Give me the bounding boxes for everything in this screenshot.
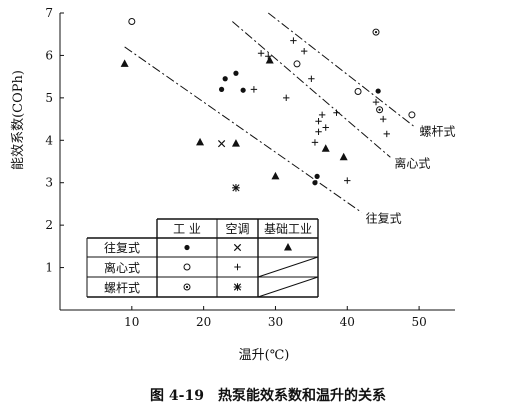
- data-point-plus: [333, 109, 340, 116]
- data-point-triangle: [231, 139, 240, 147]
- x-axis-label: 温升(℃): [239, 348, 290, 363]
- marker-center: [185, 285, 189, 289]
- data-point-triangle: [271, 171, 280, 180]
- data-point-triangle: [120, 59, 129, 67]
- legend-slash: [257, 276, 319, 298]
- data-point-filled-dot: [314, 173, 320, 179]
- data-point-filled-dot: [233, 70, 239, 76]
- data-point-asterisk: [232, 184, 240, 192]
- chart-ticks: 1 2 3 4 5 6 7 10 20 30 40 50: [45, 6, 426, 329]
- data-point-filled-dot: [222, 76, 228, 82]
- data-point-plus: [290, 37, 297, 44]
- legend-marker-circle-dot: [183, 283, 191, 291]
- data-point-filled-dot: [240, 87, 246, 93]
- y-tick-label: 1: [45, 261, 53, 275]
- data-point-open-circle: [293, 60, 301, 68]
- y-tick-label: 7: [45, 6, 53, 20]
- data-point-plus: [311, 139, 319, 146]
- data-point-plus: [308, 75, 315, 82]
- marker-center: [378, 108, 381, 111]
- trend-line-label: 离心式: [394, 155, 430, 170]
- data-point-triangle: [265, 56, 274, 64]
- legend-marker-x: [233, 243, 242, 252]
- data-point-triangle: [321, 144, 330, 152]
- legend-slash: [257, 256, 319, 278]
- data-point-plus: [257, 50, 265, 57]
- data-point-plus: [315, 117, 322, 125]
- legend-row-header: 螺杆式: [104, 281, 140, 295]
- legend-col-header: 空调: [225, 222, 249, 236]
- legend-marker-open-circle: [183, 263, 191, 271]
- figure-caption: 图 4-19 热泵能效系数和温升的关系: [150, 387, 386, 404]
- legend-row-header: 往复式: [104, 240, 140, 255]
- x-tick-label: 20: [196, 315, 211, 329]
- legend-col-header: 工 业: [173, 222, 201, 236]
- data-point-open-circle: [408, 111, 416, 119]
- marker-center: [374, 30, 378, 34]
- data-point-plus: [300, 47, 308, 55]
- legend-marker-triangle: [284, 243, 292, 251]
- data-point-open-circle: [128, 17, 136, 25]
- data-point-triangle: [196, 137, 205, 146]
- x-tick-label: 50: [411, 315, 426, 329]
- data-point-open-circle: [354, 87, 362, 95]
- data-point-plus: [315, 128, 322, 135]
- data-point-plus: [322, 124, 329, 131]
- data-point-filled-dot: [312, 180, 318, 186]
- data-point-filled-dot: [218, 86, 225, 92]
- data-point-plus: [379, 115, 387, 123]
- trend-line-label: 螺杆式: [420, 125, 456, 139]
- legend-marker-plus: [234, 263, 241, 271]
- y-tick-label: 3: [45, 176, 53, 190]
- data-point-plus: [383, 130, 390, 138]
- legend-marker-filled-dot: [184, 244, 190, 251]
- x-tick-label: 40: [340, 315, 355, 329]
- y-axis-label: 能效系数(COPh): [11, 70, 26, 170]
- data-point-plus: [265, 53, 272, 60]
- legend-col-header: 基础工业: [264, 222, 312, 236]
- data-point-plus: [250, 86, 258, 93]
- data-point-circle-dot: [376, 106, 384, 114]
- data-point-plus: [372, 98, 380, 106]
- data-point-plus: [344, 177, 351, 184]
- data-points: [120, 17, 416, 192]
- chart-axes: [59, 13, 455, 311]
- data-point-plus: [318, 111, 326, 119]
- data-point-triangle: [339, 152, 348, 161]
- trend-line: [232, 21, 391, 158]
- data-point-plus: [283, 94, 290, 102]
- y-tick-label: 6: [45, 48, 53, 62]
- y-tick-label: 4: [45, 133, 53, 147]
- trend-line: [124, 46, 362, 213]
- legend-marker-asterisk: [233, 283, 242, 291]
- legend-row-header: 离心式: [104, 260, 140, 275]
- data-point-circle-dot: [372, 28, 380, 36]
- data-point-x: [217, 140, 226, 148]
- trend-line-label: 往复式: [366, 210, 402, 225]
- data-point-filled-dot: [375, 88, 381, 94]
- y-tick-label: 5: [45, 91, 53, 105]
- trend-line: [267, 12, 416, 128]
- x-tick-label: 10: [124, 315, 139, 329]
- y-tick-label: 2: [45, 218, 53, 232]
- x-tick-label: 30: [268, 315, 283, 329]
